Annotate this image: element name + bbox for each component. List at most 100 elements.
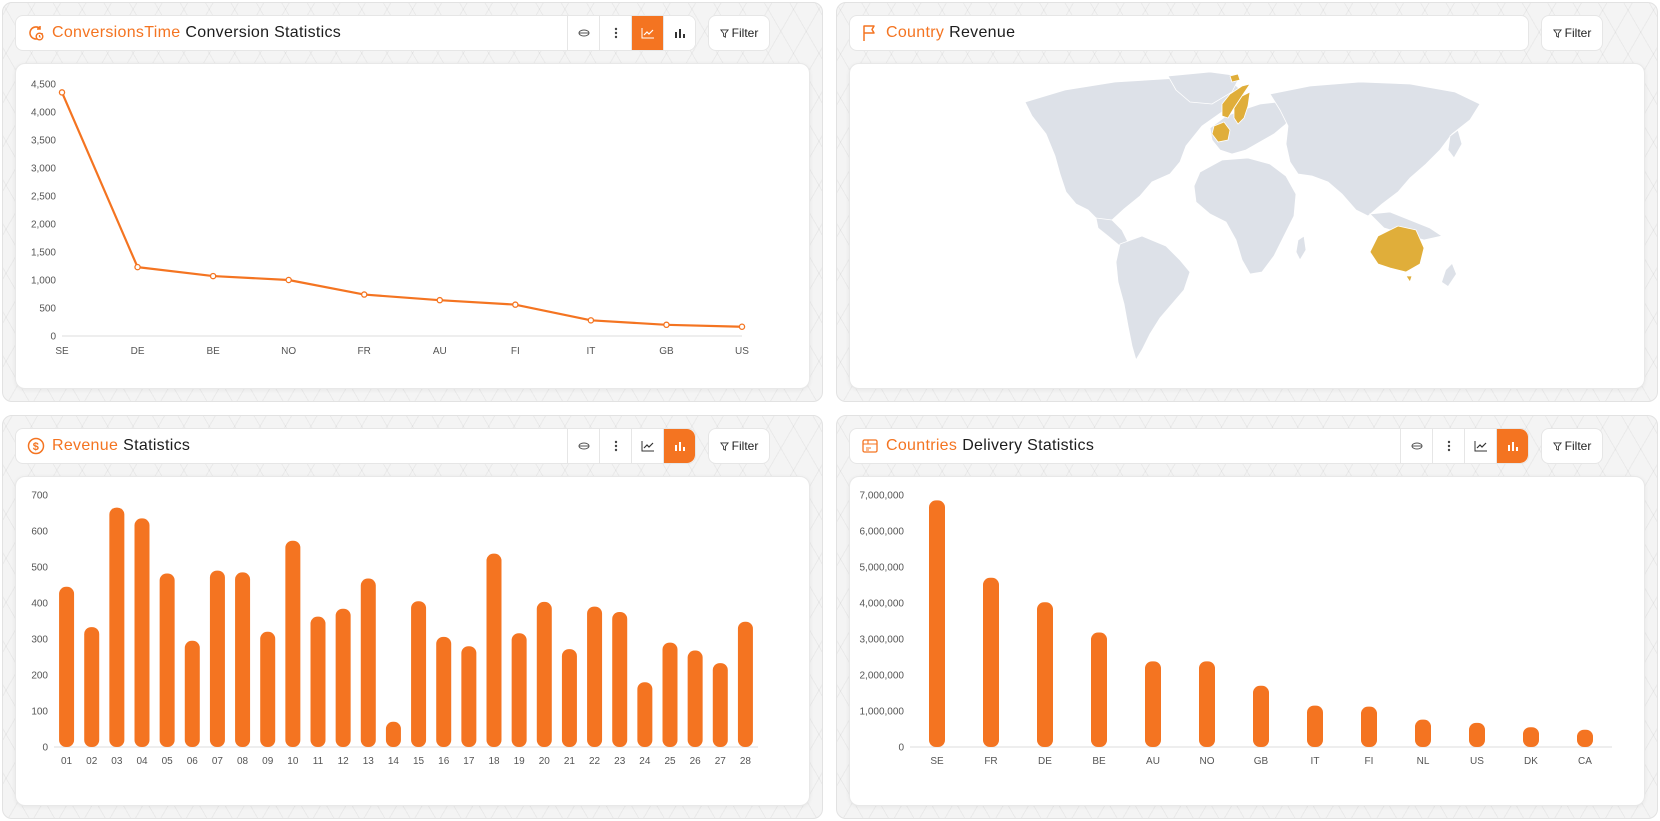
bar[interactable] [637, 682, 653, 747]
line-chart-button[interactable] [631, 16, 663, 50]
bar[interactable] [184, 640, 200, 747]
map-country-fr[interactable] [1211, 121, 1231, 143]
bar[interactable] [1523, 727, 1539, 747]
revenue-header: $ Revenue Statistics [15, 428, 696, 464]
data-point[interactable] [285, 276, 292, 284]
map-country-au-tasmania[interactable] [1405, 275, 1413, 283]
y-tick-label: 2,000 [31, 220, 56, 231]
bar[interactable] [1091, 632, 1107, 747]
bar-chart-button[interactable] [663, 429, 695, 463]
bar[interactable] [687, 650, 703, 747]
x-tick-label: NO [281, 346, 296, 357]
data-point[interactable] [512, 301, 519, 308]
map-greenland[interactable] [1167, 71, 1241, 105]
title-rest: Conversion Statistics [185, 24, 342, 41]
bar[interactable] [134, 518, 150, 747]
map-country-se[interactable] [1233, 91, 1251, 125]
x-tick-label: 09 [262, 756, 274, 767]
bar[interactable] [411, 601, 427, 747]
line-chart-icon [641, 441, 654, 452]
bar[interactable] [511, 633, 527, 747]
data-point[interactable] [134, 263, 141, 271]
bar[interactable] [1469, 722, 1485, 747]
bar[interactable] [662, 642, 678, 747]
bar[interactable] [486, 553, 502, 747]
y-tick-label: 6,000,000 [860, 527, 905, 538]
map-new-zealand[interactable] [1442, 264, 1456, 286]
bar[interactable] [209, 570, 225, 747]
title-rest: Revenue [949, 24, 1016, 41]
map-madagascar[interactable] [1295, 235, 1307, 261]
bar[interactable] [109, 507, 125, 747]
bar[interactable] [1307, 705, 1323, 747]
bar[interactable] [983, 577, 999, 747]
bar[interactable] [285, 540, 301, 747]
x-tick-label: 21 [564, 756, 576, 767]
bar[interactable] [260, 631, 276, 747]
map-africa[interactable] [1193, 157, 1297, 275]
bar[interactable] [1037, 602, 1053, 747]
data-point[interactable] [436, 296, 444, 304]
x-tick-label: FR [984, 756, 997, 767]
map-central-america[interactable] [1095, 217, 1129, 247]
bar[interactable] [310, 616, 326, 747]
filter-button[interactable]: Filter [708, 15, 770, 51]
bar[interactable] [159, 573, 175, 747]
bar[interactable] [461, 646, 477, 747]
bar[interactable] [712, 663, 728, 747]
map-south-america[interactable] [1115, 235, 1191, 361]
y-tick-label: 500 [31, 563, 48, 574]
bar[interactable] [84, 627, 100, 747]
data-point[interactable] [58, 89, 66, 96]
bar-chart-button[interactable] [1496, 429, 1528, 463]
bar-chart-button[interactable] [663, 16, 695, 50]
line-chart-button[interactable] [1464, 429, 1496, 463]
y-tick-label: 4,500 [31, 80, 56, 91]
data-point[interactable] [587, 317, 595, 324]
data-point[interactable] [738, 323, 746, 331]
x-tick-label: NL [1417, 756, 1430, 767]
data-point[interactable] [360, 291, 368, 298]
bar[interactable] [335, 608, 351, 747]
map-asia[interactable] [1269, 81, 1481, 217]
x-tick-label: FI [1365, 756, 1374, 767]
map-country-au[interactable] [1369, 225, 1425, 273]
bar[interactable] [536, 601, 552, 747]
map-country-no[interactable] [1221, 83, 1251, 119]
bar[interactable] [1199, 661, 1215, 747]
x-tick-label: 08 [237, 756, 249, 767]
bar[interactable] [737, 621, 753, 747]
bar[interactable] [1361, 706, 1377, 747]
filter-button[interactable]: Filter [708, 428, 770, 464]
more-options-button[interactable] [599, 16, 631, 50]
bar[interactable] [385, 721, 401, 747]
bar[interactable] [612, 612, 628, 747]
filter-button[interactable]: Filter [1541, 428, 1603, 464]
x-tick-label: SE [930, 756, 944, 767]
bar[interactable] [929, 500, 945, 747]
bar[interactable] [587, 606, 603, 747]
bar[interactable] [1577, 729, 1593, 747]
line-chart-button[interactable] [631, 429, 663, 463]
filter-button[interactable]: Filter [1541, 15, 1603, 51]
bar[interactable] [1415, 719, 1431, 747]
x-tick-label: IT [586, 346, 595, 357]
view-toggle-button[interactable] [1400, 429, 1432, 463]
x-tick-label: GB [1254, 756, 1269, 767]
data-point[interactable] [663, 321, 670, 329]
bar[interactable] [436, 636, 452, 747]
bar[interactable] [1253, 685, 1269, 747]
more-options-button[interactable] [599, 429, 631, 463]
bar[interactable] [561, 649, 577, 747]
title-highlight: ConversionsTime [52, 24, 181, 41]
data-point[interactable] [209, 272, 217, 280]
map-japan[interactable] [1447, 129, 1463, 159]
more-options-button[interactable] [1432, 429, 1464, 463]
bar[interactable] [1145, 661, 1161, 747]
map-country-no-svalbard[interactable] [1229, 73, 1241, 83]
bar[interactable] [235, 572, 251, 747]
bar[interactable] [59, 586, 75, 747]
bar[interactable] [360, 578, 376, 747]
view-toggle-button[interactable] [567, 16, 599, 50]
view-toggle-button[interactable] [567, 429, 599, 463]
